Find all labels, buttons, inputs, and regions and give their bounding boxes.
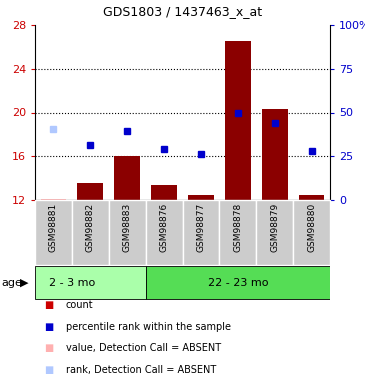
Text: percentile rank within the sample: percentile rank within the sample — [66, 322, 231, 332]
Bar — [146, 266, 330, 299]
Bar — [219, 200, 256, 265]
Bar — [182, 200, 219, 265]
Text: age: age — [2, 278, 23, 288]
Text: ■: ■ — [44, 322, 53, 332]
Text: GSM98879: GSM98879 — [270, 203, 279, 252]
Text: 22 - 23 mo: 22 - 23 mo — [208, 278, 268, 288]
Text: GSM98882: GSM98882 — [86, 203, 95, 252]
Text: GSM98883: GSM98883 — [123, 203, 132, 252]
Bar — [225, 41, 251, 200]
Text: GSM98881: GSM98881 — [49, 203, 58, 252]
Bar — [114, 156, 140, 200]
Bar — [146, 200, 182, 265]
Text: ■: ■ — [44, 365, 53, 375]
Bar — [262, 109, 288, 200]
Text: ■: ■ — [44, 300, 53, 310]
Text: GSM98880: GSM98880 — [307, 203, 316, 252]
Text: GSM98876: GSM98876 — [160, 203, 169, 252]
Text: count: count — [66, 300, 93, 310]
Bar — [109, 200, 146, 265]
Bar — [293, 200, 330, 265]
Bar — [299, 195, 324, 200]
Bar — [35, 266, 146, 299]
Bar — [77, 183, 103, 200]
Text: GDS1803 / 1437463_x_at: GDS1803 / 1437463_x_at — [103, 5, 262, 18]
Bar — [72, 200, 109, 265]
Bar — [256, 200, 293, 265]
Text: rank, Detection Call = ABSENT: rank, Detection Call = ABSENT — [66, 365, 216, 375]
Bar — [35, 200, 72, 265]
Bar — [188, 195, 214, 200]
Text: ■: ■ — [44, 344, 53, 354]
Text: ▶: ▶ — [19, 278, 28, 288]
Text: GSM98878: GSM98878 — [233, 203, 242, 252]
Text: value, Detection Call = ABSENT: value, Detection Call = ABSENT — [66, 344, 221, 354]
Bar — [151, 185, 177, 200]
Text: 2 - 3 mo: 2 - 3 mo — [49, 278, 95, 288]
Text: GSM98877: GSM98877 — [196, 203, 205, 252]
